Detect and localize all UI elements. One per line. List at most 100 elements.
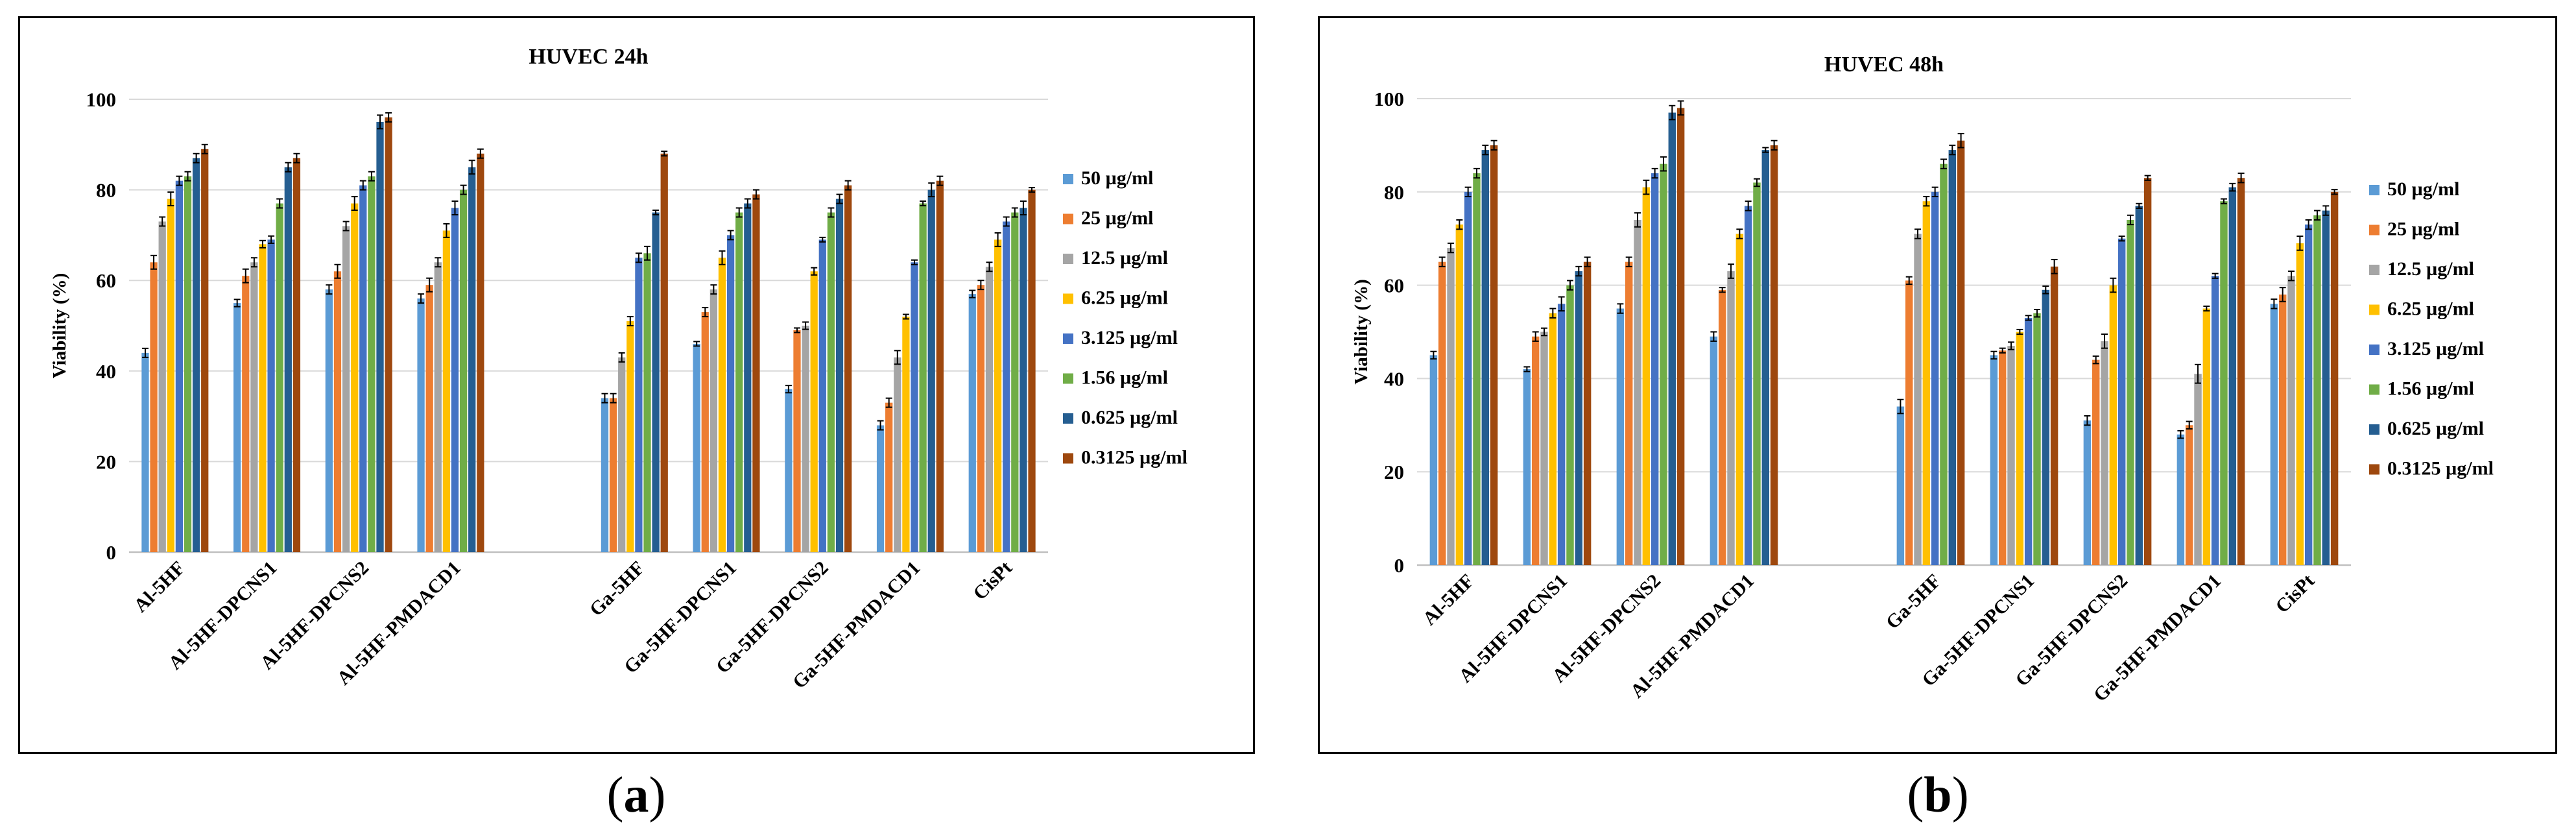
bar <box>1575 271 1583 565</box>
bar <box>1540 332 1548 565</box>
bar <box>325 289 333 552</box>
x-tick-label: Al-5HF <box>1419 570 1479 630</box>
bar <box>1940 163 1948 565</box>
legend-swatch <box>1063 174 1073 184</box>
bar <box>1651 173 1659 565</box>
bar <box>827 212 835 552</box>
bar <box>1770 145 1778 565</box>
bar <box>1473 173 1481 565</box>
y-tick-label: 20 <box>1384 461 1404 483</box>
bar <box>2127 219 2134 565</box>
bar <box>1481 150 1490 566</box>
bar <box>2007 346 2015 565</box>
bar <box>1922 201 1931 565</box>
bar <box>141 352 149 552</box>
chart-panel-a: HUVEC 24h 0 20 40 60 80 100 Viability (%) Al-5HF… <box>18 16 1255 754</box>
bar <box>1011 212 1019 552</box>
bar <box>2296 243 2304 565</box>
bar <box>718 258 726 552</box>
bar <box>250 262 258 552</box>
bar <box>936 180 944 552</box>
x-tick-label: Ga-5HF <box>586 557 649 621</box>
legend-label: 6.25 µg/ml <box>1081 287 1168 309</box>
y-tick-label: 40 <box>1384 367 1404 390</box>
bar <box>894 357 901 552</box>
bar <box>1710 336 1718 565</box>
legend-label: 6.25 µg/ml <box>2387 298 2474 320</box>
bar <box>726 235 735 552</box>
legend-label: 1.56 µg/ml <box>2387 378 2474 400</box>
bar <box>1727 271 1735 565</box>
bar <box>835 199 844 552</box>
legend-swatch <box>2369 185 2379 195</box>
bar <box>2287 276 2295 565</box>
bar <box>1896 406 1905 565</box>
y-tick-label: 0 <box>106 541 117 564</box>
legend-swatch <box>1063 413 1073 424</box>
legend-label: 0.625 µg/ml <box>1081 407 1178 428</box>
bar <box>351 203 359 552</box>
bar <box>785 389 793 552</box>
chart-title: HUVEC 24h <box>529 45 648 69</box>
x-tick-label: CisPt <box>969 557 1016 605</box>
bar <box>2322 210 2330 565</box>
bar <box>693 343 700 552</box>
bar <box>1523 369 1531 565</box>
bar <box>2313 215 2321 565</box>
bar <box>1931 191 1939 565</box>
bar <box>2194 374 2202 565</box>
legend-swatch <box>1063 213 1073 224</box>
x-tick-label: Al-5HF <box>130 557 189 617</box>
bar <box>1549 313 1557 565</box>
bar <box>618 357 626 552</box>
bar <box>2220 201 2228 565</box>
legend-swatch <box>2369 424 2379 435</box>
bar <box>1531 336 1540 565</box>
caption-b-letter: b <box>1924 766 1952 823</box>
chart-title: HUVEC 48h <box>1824 53 1944 77</box>
bar <box>919 203 927 552</box>
bar <box>876 425 885 552</box>
bar <box>1914 234 1922 565</box>
y-tick-label: 80 <box>1384 181 1404 204</box>
legend-swatch <box>1063 293 1073 304</box>
bar <box>1616 308 1625 565</box>
bar <box>793 330 801 552</box>
x-tick-label: Ga-5HF <box>1882 570 1946 634</box>
bar <box>968 294 976 552</box>
bar <box>1438 261 1446 565</box>
bar <box>1660 163 1667 565</box>
legend-label: 12.5 µg/ml <box>1081 247 1168 269</box>
bar <box>1020 208 1027 552</box>
caption-a: (a) <box>606 766 666 823</box>
legend-label: 25 µg/ml <box>2387 219 2459 240</box>
bar <box>1429 355 1438 565</box>
bar <box>292 158 301 553</box>
bar <box>601 398 609 552</box>
bar <box>468 167 476 552</box>
legend-swatch <box>1063 333 1073 344</box>
bar <box>1905 280 1913 565</box>
bar <box>2109 285 2117 565</box>
bar <box>735 212 743 552</box>
bar <box>2135 206 2143 565</box>
legend-label: 25 µg/ml <box>1081 208 1153 229</box>
legend-swatch <box>2369 345 2379 355</box>
bar <box>333 271 342 552</box>
bar <box>1583 261 1592 565</box>
legend-label: 0.625 µg/ml <box>2387 418 2484 439</box>
bar <box>1447 248 1455 565</box>
bar <box>259 244 267 552</box>
bar <box>1642 187 1651 565</box>
bar <box>2143 178 2152 565</box>
bar <box>2176 434 2185 565</box>
chart-svg-a: HUVEC 24h 0 20 40 60 80 100 Viability (%) Al-5HF… <box>49 45 1187 693</box>
bar <box>1990 355 1998 565</box>
y-tick-label: 60 <box>96 269 116 292</box>
bar <box>201 149 209 552</box>
bar <box>885 402 893 552</box>
bar <box>1948 150 1957 566</box>
bar <box>744 203 752 552</box>
bar <box>1735 234 1744 565</box>
bar <box>985 267 994 552</box>
